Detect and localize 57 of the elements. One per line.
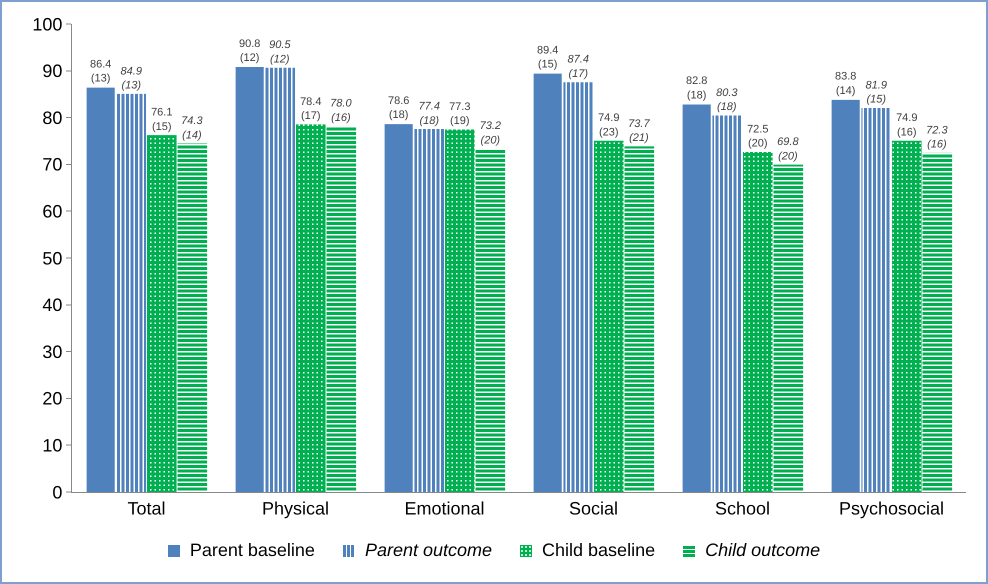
data-label: 72.3 (16) [926, 124, 948, 151]
data-label: 78.4 (17) [300, 96, 322, 122]
data-label: 78.6 (18) [388, 94, 410, 122]
y-tick-label: 0 [52, 482, 62, 502]
bar [861, 108, 892, 492]
data-label: 84.9 (13) [120, 65, 142, 92]
legend-label: Child baseline [542, 540, 656, 561]
legend-label: Parent baseline [190, 540, 315, 561]
bar [236, 67, 264, 492]
x-tick-label: Social [568, 498, 618, 519]
data-label: 81.9 (15) [866, 79, 887, 106]
x-tick-label: Emotional [404, 498, 485, 519]
bar [116, 94, 146, 492]
y-tick-label: 50 [42, 248, 62, 268]
data-label: 90.5 (12) [269, 39, 292, 66]
data-label: 83.8 (14) [834, 70, 856, 97]
legend-label: Child outcome [705, 540, 820, 561]
y-tick-label: 20 [42, 388, 62, 409]
y-tick-label: 100 [32, 14, 62, 34]
x-tick-label: Physical [262, 498, 330, 519]
bar [712, 115, 742, 492]
data-label: 78.0 (16) [330, 98, 352, 124]
data-label: 74.9 (16) [896, 112, 918, 138]
data-label: 80.3 (18) [716, 86, 738, 114]
y-tick-label: 10 [42, 436, 62, 456]
data-label: 77.4 (18) [418, 100, 440, 127]
legend-label: Parent outcome [364, 540, 492, 561]
data-label: 87.4 (17) [568, 54, 589, 80]
bar [832, 100, 860, 492]
bar [414, 129, 444, 492]
bar [384, 124, 413, 492]
bar [563, 82, 594, 492]
x-tick-label: School [714, 498, 770, 519]
y-tick-label: 60 [42, 202, 62, 222]
data-label: 89.4 (15) [536, 44, 558, 71]
y-tick-label: 70 [42, 154, 62, 175]
bar [86, 88, 115, 492]
data-label: 82.8 (18) [686, 75, 708, 102]
data-label: 86.4 (13) [90, 58, 112, 85]
y-tick-label: 30 [42, 342, 62, 362]
bar [682, 104, 711, 492]
bar [265, 68, 296, 492]
data-label: 74.3 (14) [181, 114, 204, 142]
x-tick-label: Total [127, 498, 166, 519]
y-tick-label: 90 [42, 61, 62, 82]
y-tick-label: 80 [42, 108, 62, 128]
data-label: 90.8 (12) [238, 38, 260, 64]
bar [534, 74, 562, 492]
data-label: 73.7 (21) [628, 118, 650, 144]
data-label: 72.5 (20) [747, 123, 768, 150]
data-label: 74.9 (23) [598, 112, 620, 138]
data-label: 76.1 (15) [151, 106, 172, 133]
data-label: 69.8 (20) [777, 136, 800, 162]
y-tick-label: 40 [42, 295, 62, 316]
data-label: 77.3 (19) [449, 100, 470, 128]
data-label: 73.2 (20) [480, 120, 502, 146]
x-tick-label: Psychosocial [838, 498, 944, 519]
